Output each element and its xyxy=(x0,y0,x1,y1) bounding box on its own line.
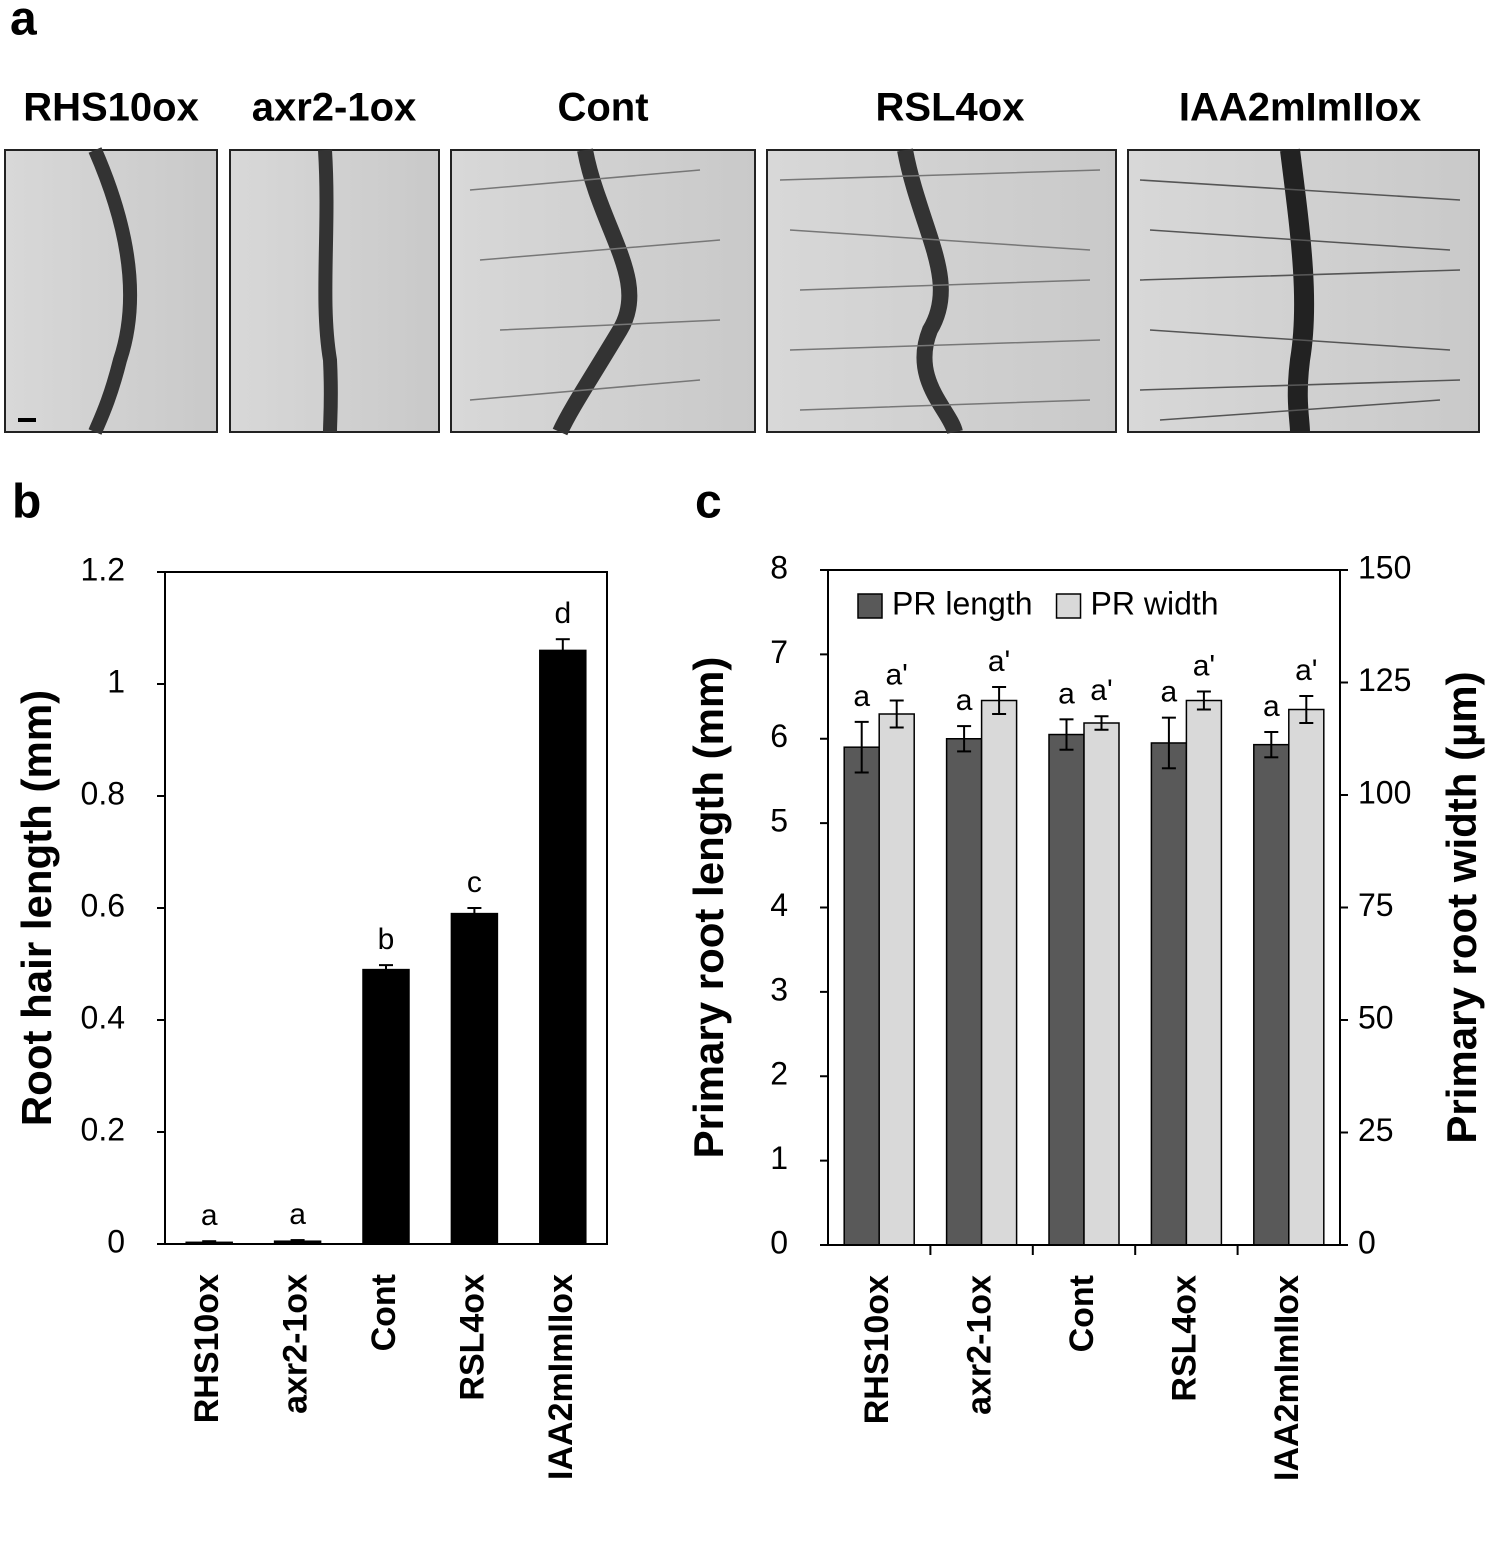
bar xyxy=(1048,733,1085,1246)
plot-frame xyxy=(164,571,608,1245)
y2-tick-label: 100 xyxy=(1358,774,1411,810)
y-tick-label: 8 xyxy=(770,549,788,585)
x-tick-label: Cont xyxy=(365,1274,403,1351)
photo-row xyxy=(4,147,1480,436)
y2-axis-title: Primary root width (µm) xyxy=(1438,671,1485,1143)
error-bar xyxy=(992,686,1007,715)
data-annotation: a xyxy=(201,1199,218,1232)
data-annotation: a xyxy=(1161,676,1178,709)
photo-label: RSL4ox xyxy=(876,86,1025,130)
data-annotation: a' xyxy=(885,658,907,691)
data-annotation: a' xyxy=(1295,654,1317,687)
y-axis-title: Root hair length (mm) xyxy=(13,690,60,1126)
error-bar xyxy=(1264,731,1279,759)
bar xyxy=(362,968,410,1245)
error-bar xyxy=(290,1239,305,1244)
bar xyxy=(878,713,915,1246)
y-tick-label: 2 xyxy=(770,1056,788,1092)
y-axis-title: Primary root length (mm) xyxy=(685,657,732,1159)
error-bar xyxy=(467,907,482,921)
data-annotation: a xyxy=(289,1198,306,1231)
y2-tick-label: 150 xyxy=(1358,549,1411,585)
x-tick-label: RSL4ox xyxy=(1165,1275,1203,1402)
bar xyxy=(1150,742,1188,1246)
photo-label: axr2-1ox xyxy=(252,86,417,130)
error-bar xyxy=(1059,718,1074,751)
panel-label: a xyxy=(10,0,37,46)
bar xyxy=(980,699,1018,1246)
data-annotation: b xyxy=(378,923,395,956)
error-bar xyxy=(1094,715,1109,731)
error-bar xyxy=(957,725,972,753)
error-bar xyxy=(889,699,904,729)
data-annotation: a' xyxy=(1193,649,1215,682)
y-tick-label: 6 xyxy=(770,718,788,754)
error-bar xyxy=(379,964,393,976)
bar xyxy=(1185,699,1223,1246)
error-bar xyxy=(854,720,869,774)
data-annotation: a xyxy=(956,684,973,717)
error-bar xyxy=(1161,716,1176,770)
y-tick-label: 0.2 xyxy=(81,1111,125,1147)
y-tick-label: 7 xyxy=(770,634,788,670)
photo-label: IAA2mImIIox xyxy=(1179,86,1421,130)
x-tick-label: IAA2mImIIox xyxy=(542,1274,580,1480)
bar xyxy=(539,649,587,1245)
legend-swatch xyxy=(857,593,883,619)
x-tick-label: axr2-1ox xyxy=(961,1275,999,1415)
panel-label: c xyxy=(695,476,722,529)
y-tick-label: 0.8 xyxy=(81,775,125,811)
data-annotation: a' xyxy=(988,645,1010,678)
y-tick-label: 1 xyxy=(770,1140,788,1176)
photo-label: RHS10ox xyxy=(23,86,199,130)
bar xyxy=(1083,722,1120,1246)
error-bar xyxy=(1299,695,1314,724)
y-tick-label: 3 xyxy=(770,971,788,1007)
y2-tick-label: 0 xyxy=(1358,1224,1376,1260)
error-bar xyxy=(555,638,570,663)
data-annotation: a xyxy=(853,680,870,713)
bar xyxy=(1253,743,1290,1246)
y-tick-label: 1.2 xyxy=(81,551,125,587)
data-annotation: c xyxy=(467,866,482,899)
bar xyxy=(450,912,499,1245)
data-annotation: a xyxy=(1263,690,1280,723)
y-tick-label: 4 xyxy=(770,887,788,923)
y-tick-label: 0.6 xyxy=(81,887,125,923)
data-annotation: d xyxy=(554,597,571,630)
panel-label: b xyxy=(12,476,41,529)
legend-label: PR width xyxy=(1091,585,1219,621)
x-tick-label: Cont xyxy=(1063,1275,1101,1352)
x-tick-label: RHS10ox xyxy=(188,1274,226,1423)
error-bar xyxy=(1196,690,1211,711)
y2-tick-label: 75 xyxy=(1358,887,1394,923)
data-annotation: a xyxy=(1058,677,1075,710)
data-annotation: a' xyxy=(1090,674,1112,707)
y2-tick-label: 25 xyxy=(1358,1112,1394,1148)
legend-label: PR length xyxy=(892,585,1033,621)
y-tick-label: 0 xyxy=(770,1224,788,1260)
y2-tick-label: 125 xyxy=(1358,662,1411,698)
x-tick-label: RSL4ox xyxy=(453,1274,491,1401)
x-tick-label: RHS10ox xyxy=(858,1275,896,1424)
x-tick-label: axr2-1ox xyxy=(277,1274,315,1414)
y-tick-label: 0 xyxy=(107,1223,125,1259)
legend-swatch xyxy=(1055,593,1082,619)
plot-frame xyxy=(827,569,1341,1246)
y-tick-label: 1 xyxy=(107,663,125,699)
photo-label: Cont xyxy=(557,86,648,130)
x-tick-label: IAA2mImIIox xyxy=(1268,1275,1306,1481)
bar xyxy=(1288,708,1325,1246)
y-tick-label: 5 xyxy=(770,803,788,839)
y2-tick-label: 50 xyxy=(1358,999,1394,1035)
y-tick-label: 0.4 xyxy=(81,999,125,1035)
bar xyxy=(945,738,983,1246)
bar xyxy=(843,746,880,1246)
